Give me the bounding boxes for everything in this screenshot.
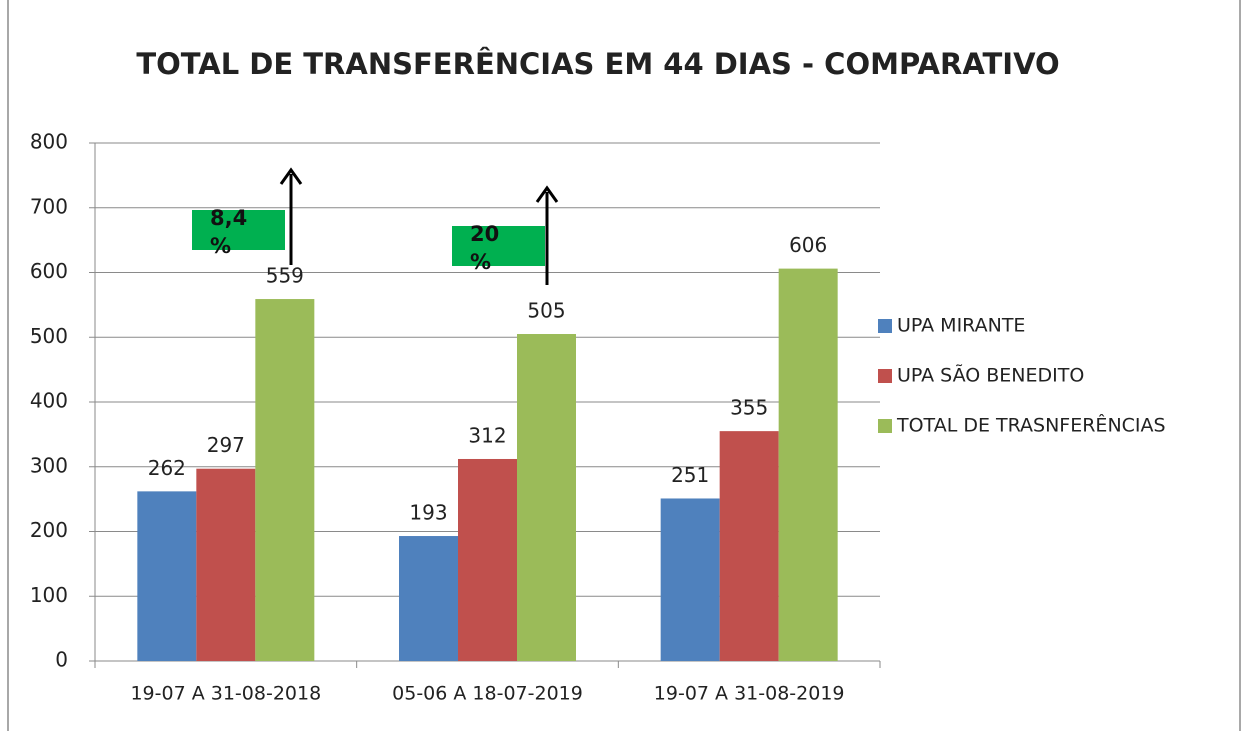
- y-tick-label: 600: [30, 259, 68, 283]
- legend-label: TOTAL DE TRASNFERÊNCIAS: [896, 414, 1166, 437]
- legend-swatch: [878, 319, 892, 333]
- x-tick-label: 19-07 A 31-08-2019: [654, 683, 845, 705]
- data-label: 193: [409, 501, 447, 525]
- y-tick-label: 400: [30, 389, 68, 413]
- annotation-box: [452, 226, 545, 266]
- legend-swatch: [878, 419, 892, 433]
- y-tick-label: 500: [30, 324, 68, 348]
- data-label: 355: [730, 396, 768, 420]
- legend-swatch: [878, 369, 892, 383]
- data-label: 505: [527, 299, 565, 323]
- y-tick-label: 200: [30, 518, 68, 542]
- bar: [719, 431, 779, 661]
- annotation-arrowhead: [535, 185, 559, 203]
- data-label: 606: [789, 233, 827, 257]
- chart-frame: [7, 0, 1241, 731]
- data-label: 251: [671, 463, 709, 487]
- bar: [778, 268, 838, 661]
- bar: [196, 468, 256, 661]
- x-tick-label: 19-07 A 31-08-2018: [130, 683, 321, 705]
- annotation-text: 8,4 %: [210, 206, 248, 258]
- bar: [458, 458, 517, 661]
- y-tick-label: 800: [30, 130, 68, 154]
- data-label: 297: [207, 433, 245, 457]
- y-tick-label: 100: [30, 583, 68, 607]
- bar: [660, 498, 720, 661]
- annotation-text: 20 %: [470, 222, 500, 274]
- x-tick-label: 05-06 A 18-07-2019: [392, 683, 583, 705]
- bar: [517, 334, 576, 661]
- data-label: 559: [266, 264, 304, 288]
- data-label: 312: [468, 423, 506, 447]
- chart-title: TOTAL DE TRANSFERÊNCIAS EM 44 DIAS - COM…: [136, 47, 1059, 81]
- bar: [255, 299, 315, 661]
- bar: [137, 491, 197, 661]
- y-tick-label: 0: [55, 648, 68, 672]
- y-tick-label: 700: [30, 194, 68, 218]
- annotation-box: [192, 210, 285, 250]
- data-label: 262: [148, 456, 186, 480]
- bar: [399, 536, 458, 661]
- legend-label: UPA SÃO BENEDITO: [897, 364, 1084, 387]
- legend-label: UPA MIRANTE: [897, 315, 1025, 337]
- annotation-arrowhead: [279, 167, 303, 185]
- y-tick-label: 300: [30, 453, 68, 477]
